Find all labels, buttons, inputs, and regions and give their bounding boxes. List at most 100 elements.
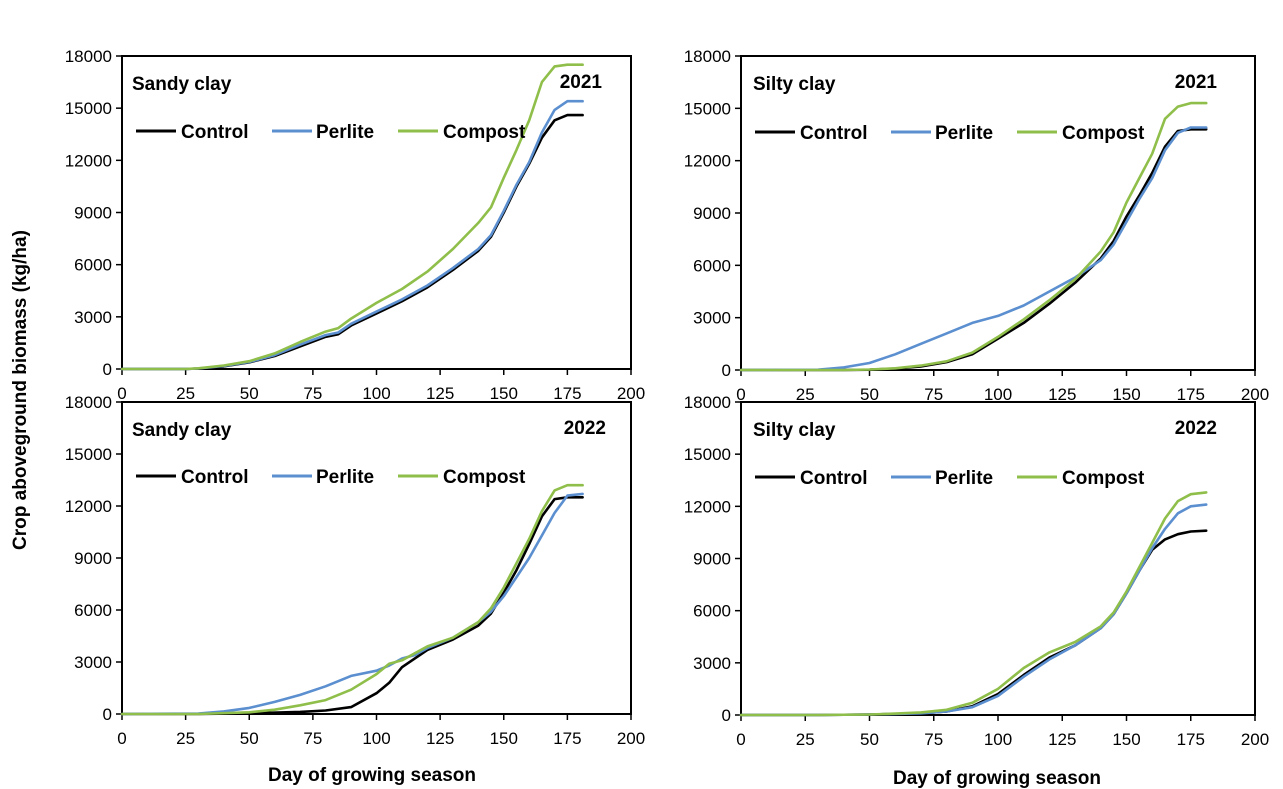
y-tick-label: 18000 (65, 393, 112, 412)
x-tick-label: 50 (860, 385, 879, 404)
legend: Control Perlite Compost (755, 468, 1145, 489)
legend-label-perlite: Perlite (935, 123, 993, 144)
y-tick-label: 9000 (74, 204, 112, 223)
y-tick-label: 3000 (74, 653, 112, 672)
y-tick-label: 12000 (65, 151, 112, 170)
panel-label: Silty clay (753, 420, 836, 441)
plot-frame (121, 55, 632, 370)
y-tick-label: 18000 (684, 393, 731, 412)
series-line-control (120, 113, 584, 371)
y-tick-label: 6000 (74, 256, 112, 275)
series-line-perlite (739, 503, 1208, 717)
series-line-perlite (739, 126, 1208, 372)
y-tick-label: 0 (722, 361, 731, 380)
x-tick-label: 0 (117, 384, 126, 403)
x-tick-label: 175 (553, 729, 581, 748)
y-tick-label: 6000 (693, 602, 731, 621)
x-tick-label: 175 (1177, 730, 1205, 749)
x-tick-label: 100 (362, 384, 390, 403)
y-tick-label: 9000 (693, 550, 731, 569)
x-tick-label: 200 (1241, 385, 1269, 404)
y-tick-label: 15000 (684, 445, 731, 464)
panel-label: Silty clay (753, 74, 836, 95)
series-line-control (739, 529, 1208, 717)
x-tick-label: 125 (1048, 730, 1076, 749)
x-tick-label: 75 (924, 385, 943, 404)
x-tick-label: 125 (1048, 385, 1076, 404)
x-tick-label: 25 (176, 729, 195, 748)
y-tick-label: 9000 (693, 204, 731, 223)
panel-label: Sandy clay (132, 420, 232, 441)
y-tick-label: 18000 (684, 47, 731, 66)
plot-frame (740, 401, 1256, 716)
chart-panel-2: 0 3000 6000 9000 12000 15000 18000 0 25 50 75 100 12… (684, 47, 1269, 404)
x-tick-label: 100 (984, 730, 1012, 749)
panel-year: 2022 (564, 418, 606, 439)
legend: Control Perlite Compost (755, 123, 1145, 144)
x-tick-label: 50 (240, 384, 259, 403)
panel-year: 2022 (1175, 418, 1217, 439)
x-tick-label: 100 (984, 385, 1012, 404)
legend-label-control: Control (181, 467, 249, 488)
y-tick-label: 12000 (684, 152, 731, 171)
x-tick-label: 150 (1112, 385, 1140, 404)
y-axis-title: Crop aboveground biomass (kg/ha) (10, 230, 31, 550)
x-tick-label: 150 (490, 729, 518, 748)
x-tick-label: 50 (860, 730, 879, 749)
panel-year: 2021 (560, 72, 603, 93)
x-tick-label: 25 (796, 730, 815, 749)
x-tick-label: 200 (1241, 730, 1269, 749)
y-tick-label: 15000 (65, 445, 112, 464)
y-tick-label: 0 (103, 705, 112, 724)
y-tick-label: 6000 (693, 256, 731, 275)
x-tick-label: 75 (303, 729, 322, 748)
legend: Control Perlite Compost (136, 122, 526, 143)
x-tick-label: 200 (617, 384, 645, 403)
x-tick-label: 0 (736, 385, 745, 404)
y-tick-label: 6000 (74, 601, 112, 620)
series-line-compost (739, 491, 1208, 717)
x-tick-label: 0 (736, 730, 745, 749)
chart-panel-3: 0 3000 6000 9000 12000 15000 18000 0 25 50 75 100 12… (65, 393, 645, 748)
legend-label-control: Control (181, 122, 249, 143)
legend-label-perlite: Perlite (316, 122, 374, 143)
legend-label-compost: Compost (1062, 123, 1145, 144)
y-tick-label: 15000 (65, 99, 112, 118)
x-tick-label: 75 (924, 730, 943, 749)
plot-frame (740, 55, 1256, 371)
series-line-control (739, 128, 1208, 372)
panel-year: 2021 (1175, 72, 1218, 93)
x-tick-label: 150 (490, 384, 518, 403)
y-tick-label: 3000 (693, 654, 731, 673)
x-axis-title-right: Day of growing season (893, 768, 1101, 789)
series-line-compost (120, 483, 584, 716)
legend-label-compost: Compost (443, 122, 526, 143)
y-tick-label: 18000 (65, 47, 112, 66)
chart-panel-4: 0 3000 6000 9000 12000 15000 18000 0 25 50 75 100 12… (684, 393, 1269, 749)
x-tick-label: 0 (117, 729, 126, 748)
x-tick-label: 25 (796, 385, 815, 404)
plot-frame (121, 401, 632, 715)
x-tick-label: 50 (240, 729, 259, 748)
y-tick-label: 0 (103, 360, 112, 379)
legend-label-perlite: Perlite (316, 467, 374, 488)
y-tick-label: 3000 (74, 308, 112, 327)
series-line-compost (120, 63, 584, 371)
series-line-control (120, 496, 584, 716)
x-tick-label: 25 (176, 384, 195, 403)
y-tick-label: 15000 (684, 99, 731, 118)
y-tick-label: 0 (722, 706, 731, 725)
y-tick-label: 3000 (693, 309, 731, 328)
legend-label-perlite: Perlite (935, 468, 993, 489)
legend: Control Perlite Compost (136, 467, 526, 488)
y-tick-label: 9000 (74, 549, 112, 568)
y-tick-label: 12000 (65, 497, 112, 516)
chart-panel-1: 0 3000 6000 9000 12000 15000 18000 0 25 50 75 100 12… (65, 47, 645, 403)
legend-label-compost: Compost (443, 467, 526, 488)
x-tick-label: 125 (426, 384, 454, 403)
legend-label-control: Control (800, 468, 868, 489)
x-tick-label: 75 (303, 384, 322, 403)
legend-label-compost: Compost (1062, 468, 1145, 489)
x-tick-label: 150 (1112, 730, 1140, 749)
